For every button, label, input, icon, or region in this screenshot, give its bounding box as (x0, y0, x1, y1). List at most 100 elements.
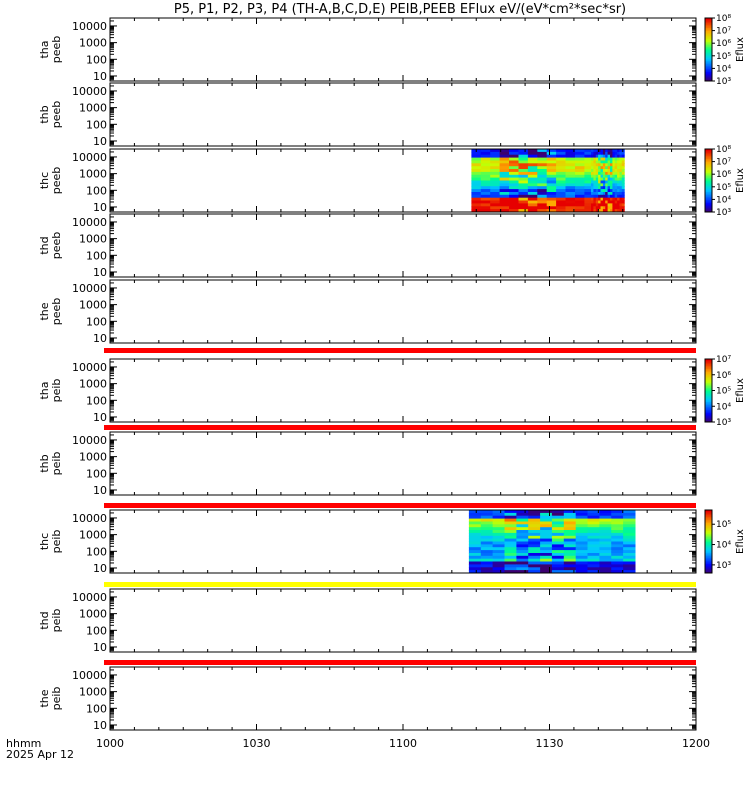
y-tick-label: 1000 (79, 686, 107, 699)
y-tick-label: 100 (86, 702, 107, 715)
colorbar-segment (705, 371, 712, 374)
panel-thb-peib: 10 100 1000 10000 thb peib (38, 431, 697, 508)
colorbar-segment (705, 166, 712, 169)
panel-frame (109, 588, 697, 653)
chart-title: P5, P1, P2, P3, P4 (TH-A,B,C,D,E) PEIB,P… (174, 2, 626, 17)
colorbar-segment (705, 180, 712, 183)
y-tick-label: 10000 (72, 282, 107, 295)
colorbar-segment (705, 551, 712, 554)
colorbar-segment (705, 24, 712, 27)
colorbar-segment (705, 156, 712, 159)
y-tick-label: 1000 (79, 529, 107, 542)
colorbar-segment (705, 538, 712, 541)
y-axis-label-instrument: peib (50, 530, 63, 554)
colorbar-segment (705, 522, 712, 525)
colorbar-segment (705, 362, 712, 365)
colorbar-segment (705, 171, 712, 174)
colorbar-segment (705, 511, 712, 514)
colorbar-segment (705, 532, 712, 535)
colorbar-segment (705, 404, 712, 407)
colorbar-segment (705, 172, 712, 175)
y-tick-label: 100 (86, 545, 107, 558)
colorbar-segment (705, 562, 712, 565)
colorbar-segment (705, 544, 712, 547)
y-axis-label-probe: tha (38, 40, 51, 58)
colorbar-segment (705, 392, 712, 395)
colorbar-segment (705, 152, 712, 155)
colorbar-segment (705, 535, 712, 538)
colorbar-tick-label: 10⁵ (716, 52, 731, 62)
colorbar-segment (705, 376, 712, 379)
y-axis-label-instrument: peeb (50, 167, 63, 195)
colorbar-segment (705, 565, 712, 568)
y-tick-label: 100 (86, 315, 107, 328)
colorbar-segment (705, 63, 712, 66)
y-tick-label: 10 (93, 484, 107, 497)
colorbar-segment (705, 549, 712, 552)
colorbar-segment (705, 571, 712, 574)
colorbar-segment (705, 71, 712, 74)
y-axis-label-instrument: peib (50, 379, 63, 403)
colorbar-segment (705, 55, 712, 58)
colorbar-tick-label: 10⁴ (716, 195, 731, 205)
colorbar-segment (705, 52, 712, 55)
colorbar-segment (705, 530, 712, 533)
colorbar-segment (705, 158, 712, 161)
y-axis-label-probe: thc (38, 172, 51, 189)
colorbar-tick-label: 10⁴ (716, 402, 731, 412)
y-tick-label: 10 (93, 641, 107, 654)
spectrogram-block (468, 510, 636, 574)
y-tick-label: 100 (86, 118, 107, 131)
colorbar-segment (705, 409, 712, 412)
colorbar-tick-label: 10⁴ (716, 541, 731, 551)
status-bar (104, 425, 696, 430)
y-tick-label: 100 (86, 249, 107, 262)
colorbar-segment (705, 399, 712, 402)
colorbar-segment (705, 149, 712, 152)
colorbar-tick-label: 10⁷ (716, 27, 731, 37)
y-axis-label-probe: thc (38, 533, 51, 550)
colorbar-segment (705, 66, 712, 69)
colorbar-segment (705, 54, 712, 57)
y-tick-label: 10 (93, 135, 107, 148)
colorbar-segment (705, 566, 712, 569)
colorbar-segment (705, 36, 712, 39)
panel-frame (109, 82, 697, 147)
panel-thd-peeb: 10 100 1000 10000 thd peeb (38, 213, 697, 279)
colorbar-segment (705, 385, 712, 388)
colorbar-segment (705, 388, 712, 391)
colorbar-tick-label: 10³ (716, 418, 731, 428)
colorbar-segment (705, 47, 712, 50)
colorbar-segment (705, 199, 712, 202)
y-axis-label-instrument: peib (50, 687, 63, 711)
colorbar-segment (705, 555, 712, 558)
colorbar-segment (705, 382, 712, 385)
colorbar-tick-label: 10⁶ (716, 170, 731, 180)
colorbar-segment (705, 366, 712, 369)
status-bar (104, 582, 696, 587)
colorbar-segment (705, 387, 712, 390)
colorbar-segment (705, 153, 712, 156)
y-tick-label: 100 (86, 467, 107, 480)
colorbar-segment (705, 514, 712, 517)
colorbar-label: Eflux (735, 37, 746, 62)
y-axis-label-instrument: peeb (50, 298, 63, 326)
panel-frame (109, 17, 697, 82)
colorbar-segment (705, 558, 712, 561)
colorbar-segment (705, 79, 712, 82)
colorbar-label: Eflux (735, 378, 746, 403)
x-axis-label-hhmm: hhmm (6, 737, 41, 750)
colorbar-segment (705, 414, 712, 417)
x-tick-label: 1130 (536, 737, 564, 750)
colorbar-segment (705, 161, 712, 164)
colorbar-segment (705, 30, 712, 33)
colorbar-segment (705, 41, 712, 44)
colorbar-segment (705, 554, 712, 557)
colorbar-segment (705, 27, 712, 30)
colorbar-segment (705, 563, 712, 566)
y-axis-label-instrument: peeb (50, 101, 63, 129)
y-tick-label: 1000 (79, 37, 107, 50)
colorbar: 10³ 10⁴ 10⁵ 10⁶ 10⁷ 10⁸ Eflux (704, 145, 746, 218)
colorbar-segment (705, 18, 712, 21)
colorbar-segment (705, 398, 712, 401)
